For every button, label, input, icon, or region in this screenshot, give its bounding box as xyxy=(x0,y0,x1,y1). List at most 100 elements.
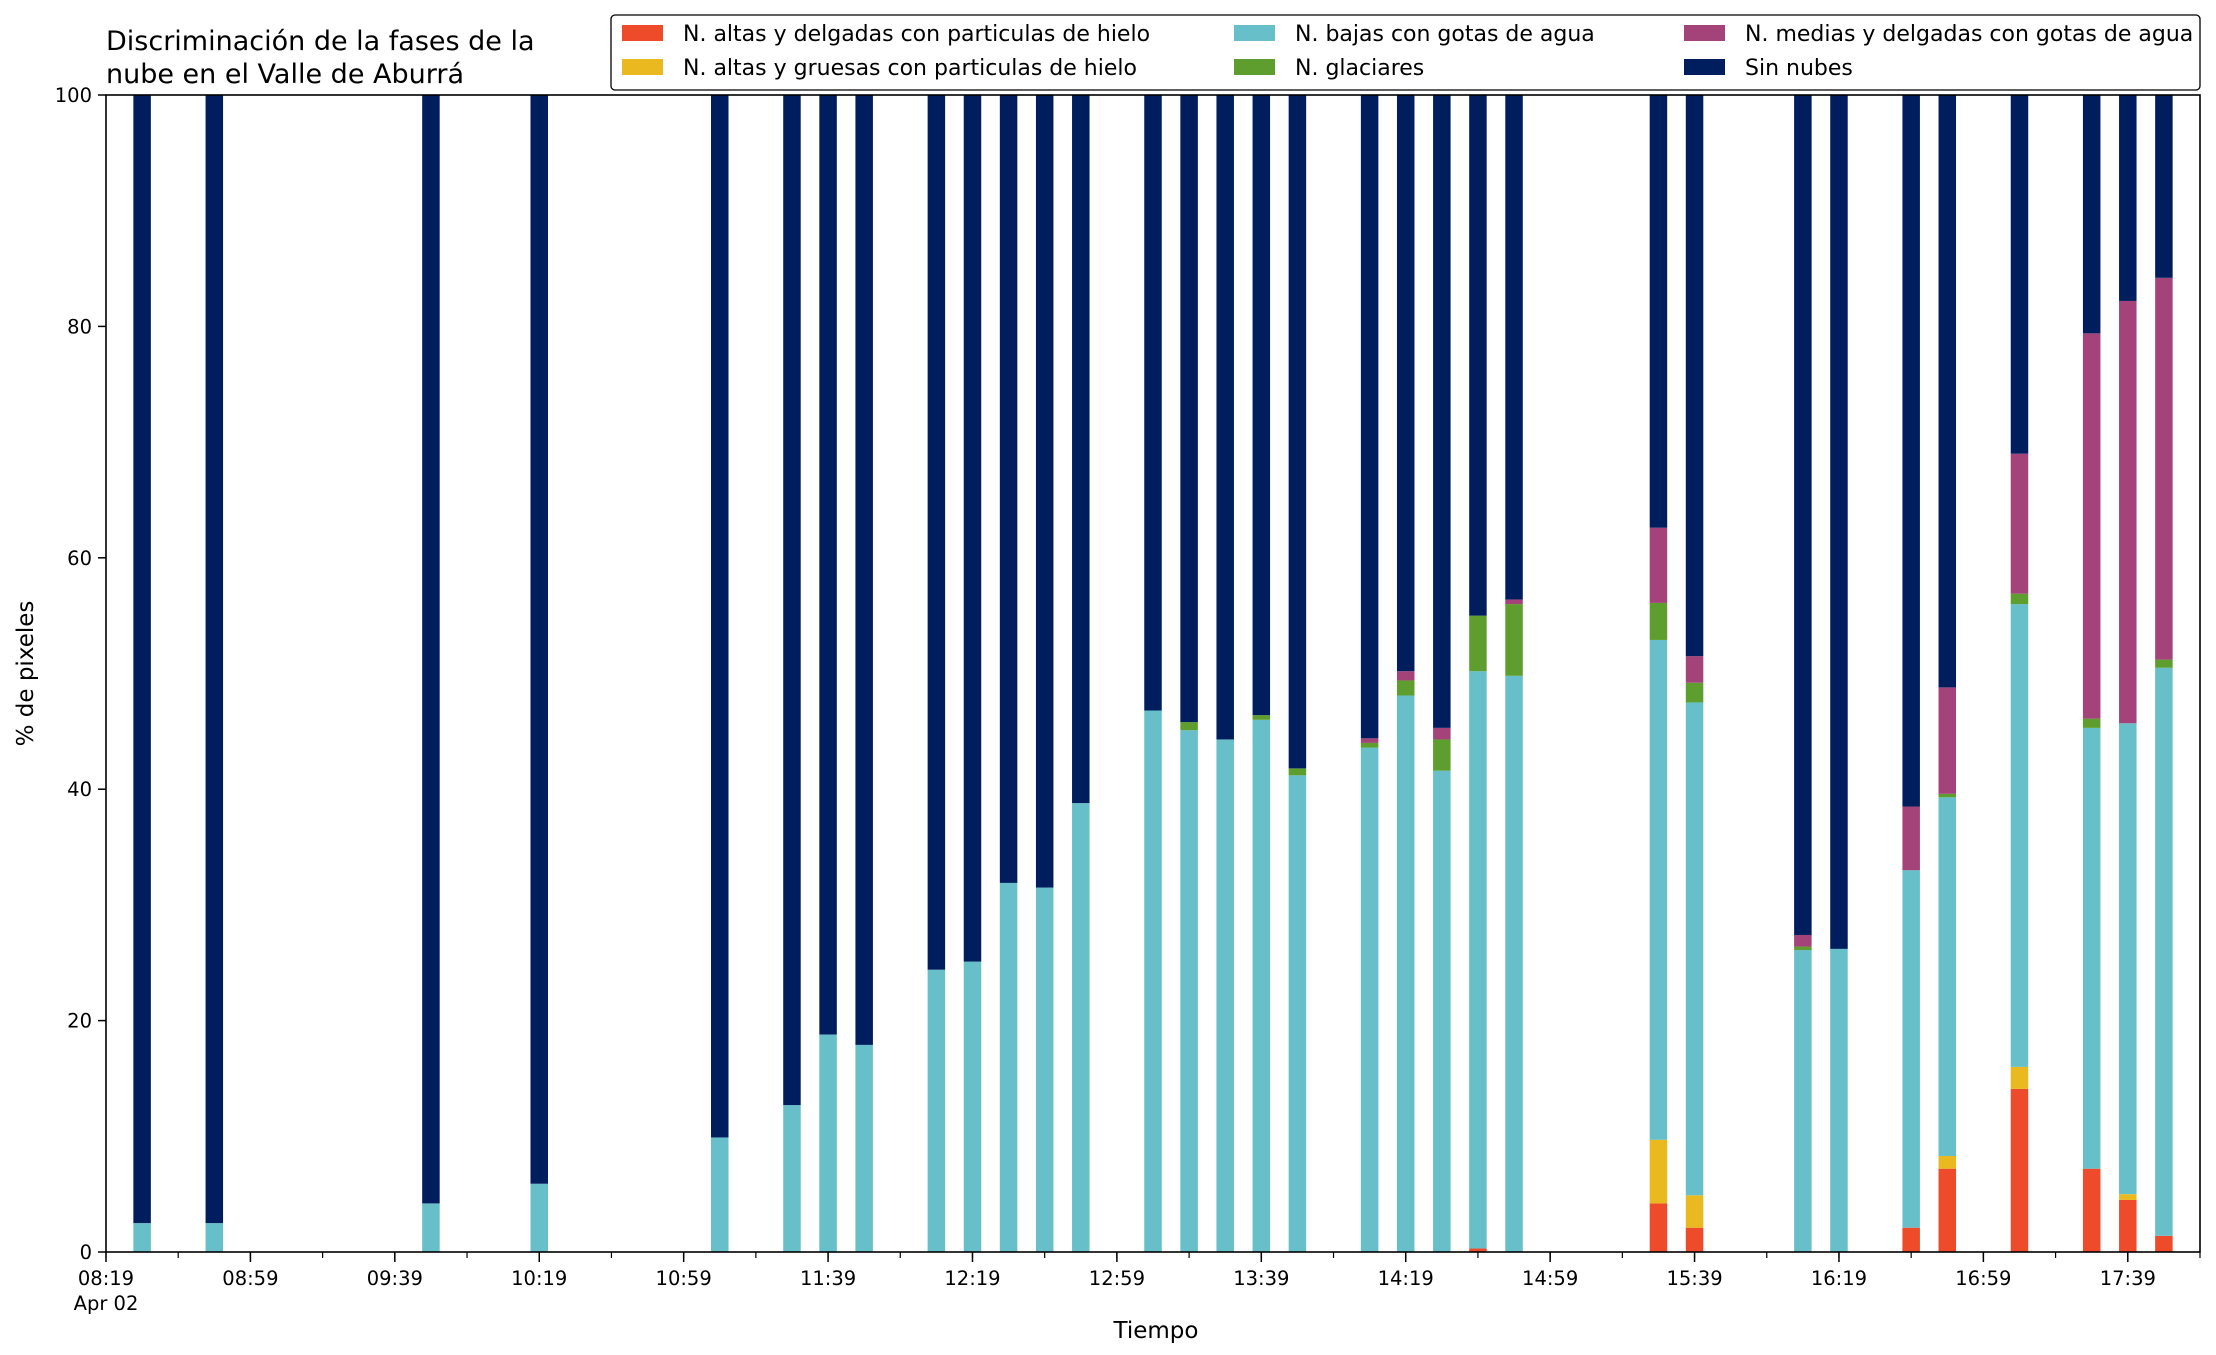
y-tick-label-20: 20 xyxy=(67,1010,92,1033)
bar-segment-1439-s0 xyxy=(1469,1248,1487,1252)
x-tick-label-10:19: 10:19 xyxy=(511,1267,567,1290)
legend-label: N. glaciares xyxy=(1295,56,1424,81)
x-axis-label: Tiempo xyxy=(1113,1318,1199,1344)
bar-segment-1449-s4 xyxy=(1505,599,1523,605)
bar-segment-1539-s1 xyxy=(1685,1195,1704,1228)
bar-segment-1149-s2 xyxy=(855,1044,873,1252)
bar-segment-1709-s1 xyxy=(2010,1066,2029,1089)
x-tick-label-13:39: 13:39 xyxy=(1233,1267,1289,1290)
bar-segment-1739-s4 xyxy=(2119,300,2137,724)
bar-segment-1139-s5 xyxy=(819,95,837,1035)
bar-segment-1609-s3 xyxy=(1794,946,1812,951)
bar-segment-1539-s0 xyxy=(1685,1227,1704,1252)
bar-segment-1529-s5 xyxy=(1649,95,1668,528)
bar-segment-1409-s5 xyxy=(1360,95,1379,739)
x-tick-label-17:39: 17:39 xyxy=(2100,1267,2156,1290)
bar-segment-1709-s2 xyxy=(2010,604,2029,1067)
bar-segment-1529-s4 xyxy=(1649,527,1668,603)
bar-segment-1339-s3 xyxy=(1252,715,1271,720)
x-tick-label-12:19: 12:19 xyxy=(944,1267,1000,1290)
bar-segment-1449-s3 xyxy=(1505,604,1523,676)
x-tick-label-08:19: 08:19 xyxy=(78,1267,134,1290)
bar-segment-1429-s2 xyxy=(1433,770,1451,1252)
bar-segment-1139-s2 xyxy=(819,1034,837,1252)
bar-segment-1739-s2 xyxy=(2119,723,2137,1195)
bar-segment-1739-s1 xyxy=(2119,1194,2137,1200)
bar-segment-1529-s3 xyxy=(1649,602,1668,640)
chart-title-line-2: nube en el Valle de Aburrá xyxy=(106,59,464,90)
bar-segment-1639-s2 xyxy=(1902,870,1920,1228)
y-axis-label: % de pixeles xyxy=(13,601,39,747)
bar-segment-1739-s0 xyxy=(2119,1199,2137,1252)
bar-segment-1319-s5 xyxy=(1180,95,1198,723)
bar-segment-1309-s5 xyxy=(1144,95,1162,711)
bar-segment-1429-s5 xyxy=(1433,95,1451,728)
bar-segment-1649-s0 xyxy=(1938,1168,1957,1252)
bar-segment-1229-s2 xyxy=(999,882,1018,1252)
bar-segment-1439-s2 xyxy=(1469,671,1487,1249)
bar-segment-1409-s2 xyxy=(1360,747,1379,1252)
x-tick-label-09:39: 09:39 xyxy=(367,1267,423,1290)
bar-segment-1649-s2 xyxy=(1938,797,1957,1156)
bar-segment-1419-s5 xyxy=(1396,95,1415,672)
bar-segment-1429-s3 xyxy=(1433,739,1451,771)
bar-segment-1209-s2 xyxy=(927,969,946,1252)
bar-segment-1609-s2 xyxy=(1794,950,1812,1252)
x-tick-label-16:59: 16:59 xyxy=(1955,1267,2011,1290)
bar-segment-1429-s4 xyxy=(1433,727,1451,740)
bar-segment-1729-s4 xyxy=(2082,333,2101,719)
legend-swatch xyxy=(1684,59,1725,75)
bar-segment-1729-s0 xyxy=(2082,1168,2101,1252)
bar-segment-1639-s5 xyxy=(1902,95,1920,807)
x-tick-label-14:19: 14:19 xyxy=(1378,1267,1434,1290)
bars-layer xyxy=(133,95,2173,1252)
bar-segment-1019-s2 xyxy=(530,1183,548,1252)
bar-segment-1129-s5 xyxy=(783,95,801,1106)
bar-segment-0829-s2 xyxy=(133,1223,151,1252)
legend-label: N. altas y gruesas con particulas de hie… xyxy=(683,56,1137,81)
bar-segment-1409-s4 xyxy=(1360,738,1379,743)
bar-segment-1539-s5 xyxy=(1685,95,1704,657)
y-tick-label-60: 60 xyxy=(67,547,92,570)
x-date-label: Apr 02 xyxy=(74,1292,139,1315)
bar-segment-1109-s2 xyxy=(711,1137,729,1252)
bar-segment-1209-s5 xyxy=(927,95,946,970)
x-tick-label-16:19: 16:19 xyxy=(1811,1267,1867,1290)
bar-segment-0849-s2 xyxy=(205,1223,224,1252)
bar-segment-1449-s5 xyxy=(1505,95,1523,600)
bar-segment-1539-s3 xyxy=(1685,682,1704,703)
bar-segment-1729-s3 xyxy=(2082,718,2101,728)
bar-segment-1329-s5 xyxy=(1216,95,1234,740)
bar-segment-1749-s2 xyxy=(2155,667,2173,1236)
bar-segment-1239-s2 xyxy=(1035,887,1054,1252)
y-tick-label-100: 100 xyxy=(55,84,92,107)
bar-segment-1319-s2 xyxy=(1180,730,1198,1252)
x-tick-label-08:59: 08:59 xyxy=(222,1267,278,1290)
bar-segment-1329-s2 xyxy=(1216,739,1234,1252)
bar-segment-1339-s5 xyxy=(1252,95,1271,716)
bar-segment-1529-s1 xyxy=(1649,1139,1668,1204)
bar-segment-1609-s4 xyxy=(1794,934,1812,947)
bar-segment-1109-s5 xyxy=(711,95,729,1138)
bar-segment-1709-s0 xyxy=(2010,1088,2029,1252)
bar-segment-1639-s0 xyxy=(1902,1227,1920,1252)
bar-segment-1709-s4 xyxy=(2010,453,2029,594)
bar-segment-1249-s2 xyxy=(1072,803,1090,1252)
legend: N. altas y delgadas con particulas de hi… xyxy=(610,14,2201,91)
x-tick-label-10:59: 10:59 xyxy=(656,1267,712,1290)
y-axis: 0 20 40 60 80 100 xyxy=(55,84,106,1264)
legend-swatch xyxy=(1234,59,1275,75)
bar-segment-0849-s5 xyxy=(205,95,224,1224)
legend-label: N. altas y delgadas con particulas de hi… xyxy=(683,22,1150,47)
bar-segment-1539-s4 xyxy=(1685,656,1704,683)
bar-segment-1349-s2 xyxy=(1288,775,1307,1252)
x-tick-label-11:39: 11:39 xyxy=(800,1267,856,1290)
bar-segment-1219-s2 xyxy=(963,961,982,1252)
bar-segment-1019-s5 xyxy=(530,95,548,1184)
bar-segment-1739-s5 xyxy=(2119,95,2137,301)
y-tick-label-80: 80 xyxy=(67,315,92,338)
bar-segment-1409-s3 xyxy=(1360,742,1379,748)
bar-segment-1709-s5 xyxy=(2010,95,2029,454)
legend-label: Sin nubes xyxy=(1745,56,1853,81)
